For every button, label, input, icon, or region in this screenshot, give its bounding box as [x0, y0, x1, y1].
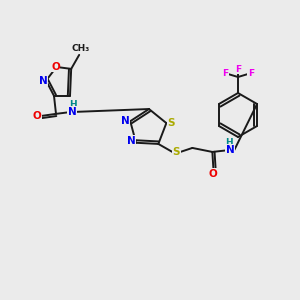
Text: H: H [226, 138, 233, 147]
Text: N: N [127, 136, 135, 146]
Text: CH₃: CH₃ [71, 44, 89, 53]
Text: F: F [235, 64, 241, 74]
Text: N: N [68, 107, 76, 117]
Text: N: N [121, 116, 130, 126]
Text: F: F [248, 70, 254, 79]
Text: O: O [33, 111, 41, 121]
Text: H: H [69, 100, 77, 109]
Text: O: O [209, 169, 218, 179]
Text: F: F [222, 70, 228, 79]
Text: S: S [172, 147, 180, 157]
Text: O: O [51, 62, 60, 72]
Text: N: N [226, 145, 235, 155]
Text: S: S [168, 118, 175, 128]
Text: N: N [39, 76, 47, 85]
